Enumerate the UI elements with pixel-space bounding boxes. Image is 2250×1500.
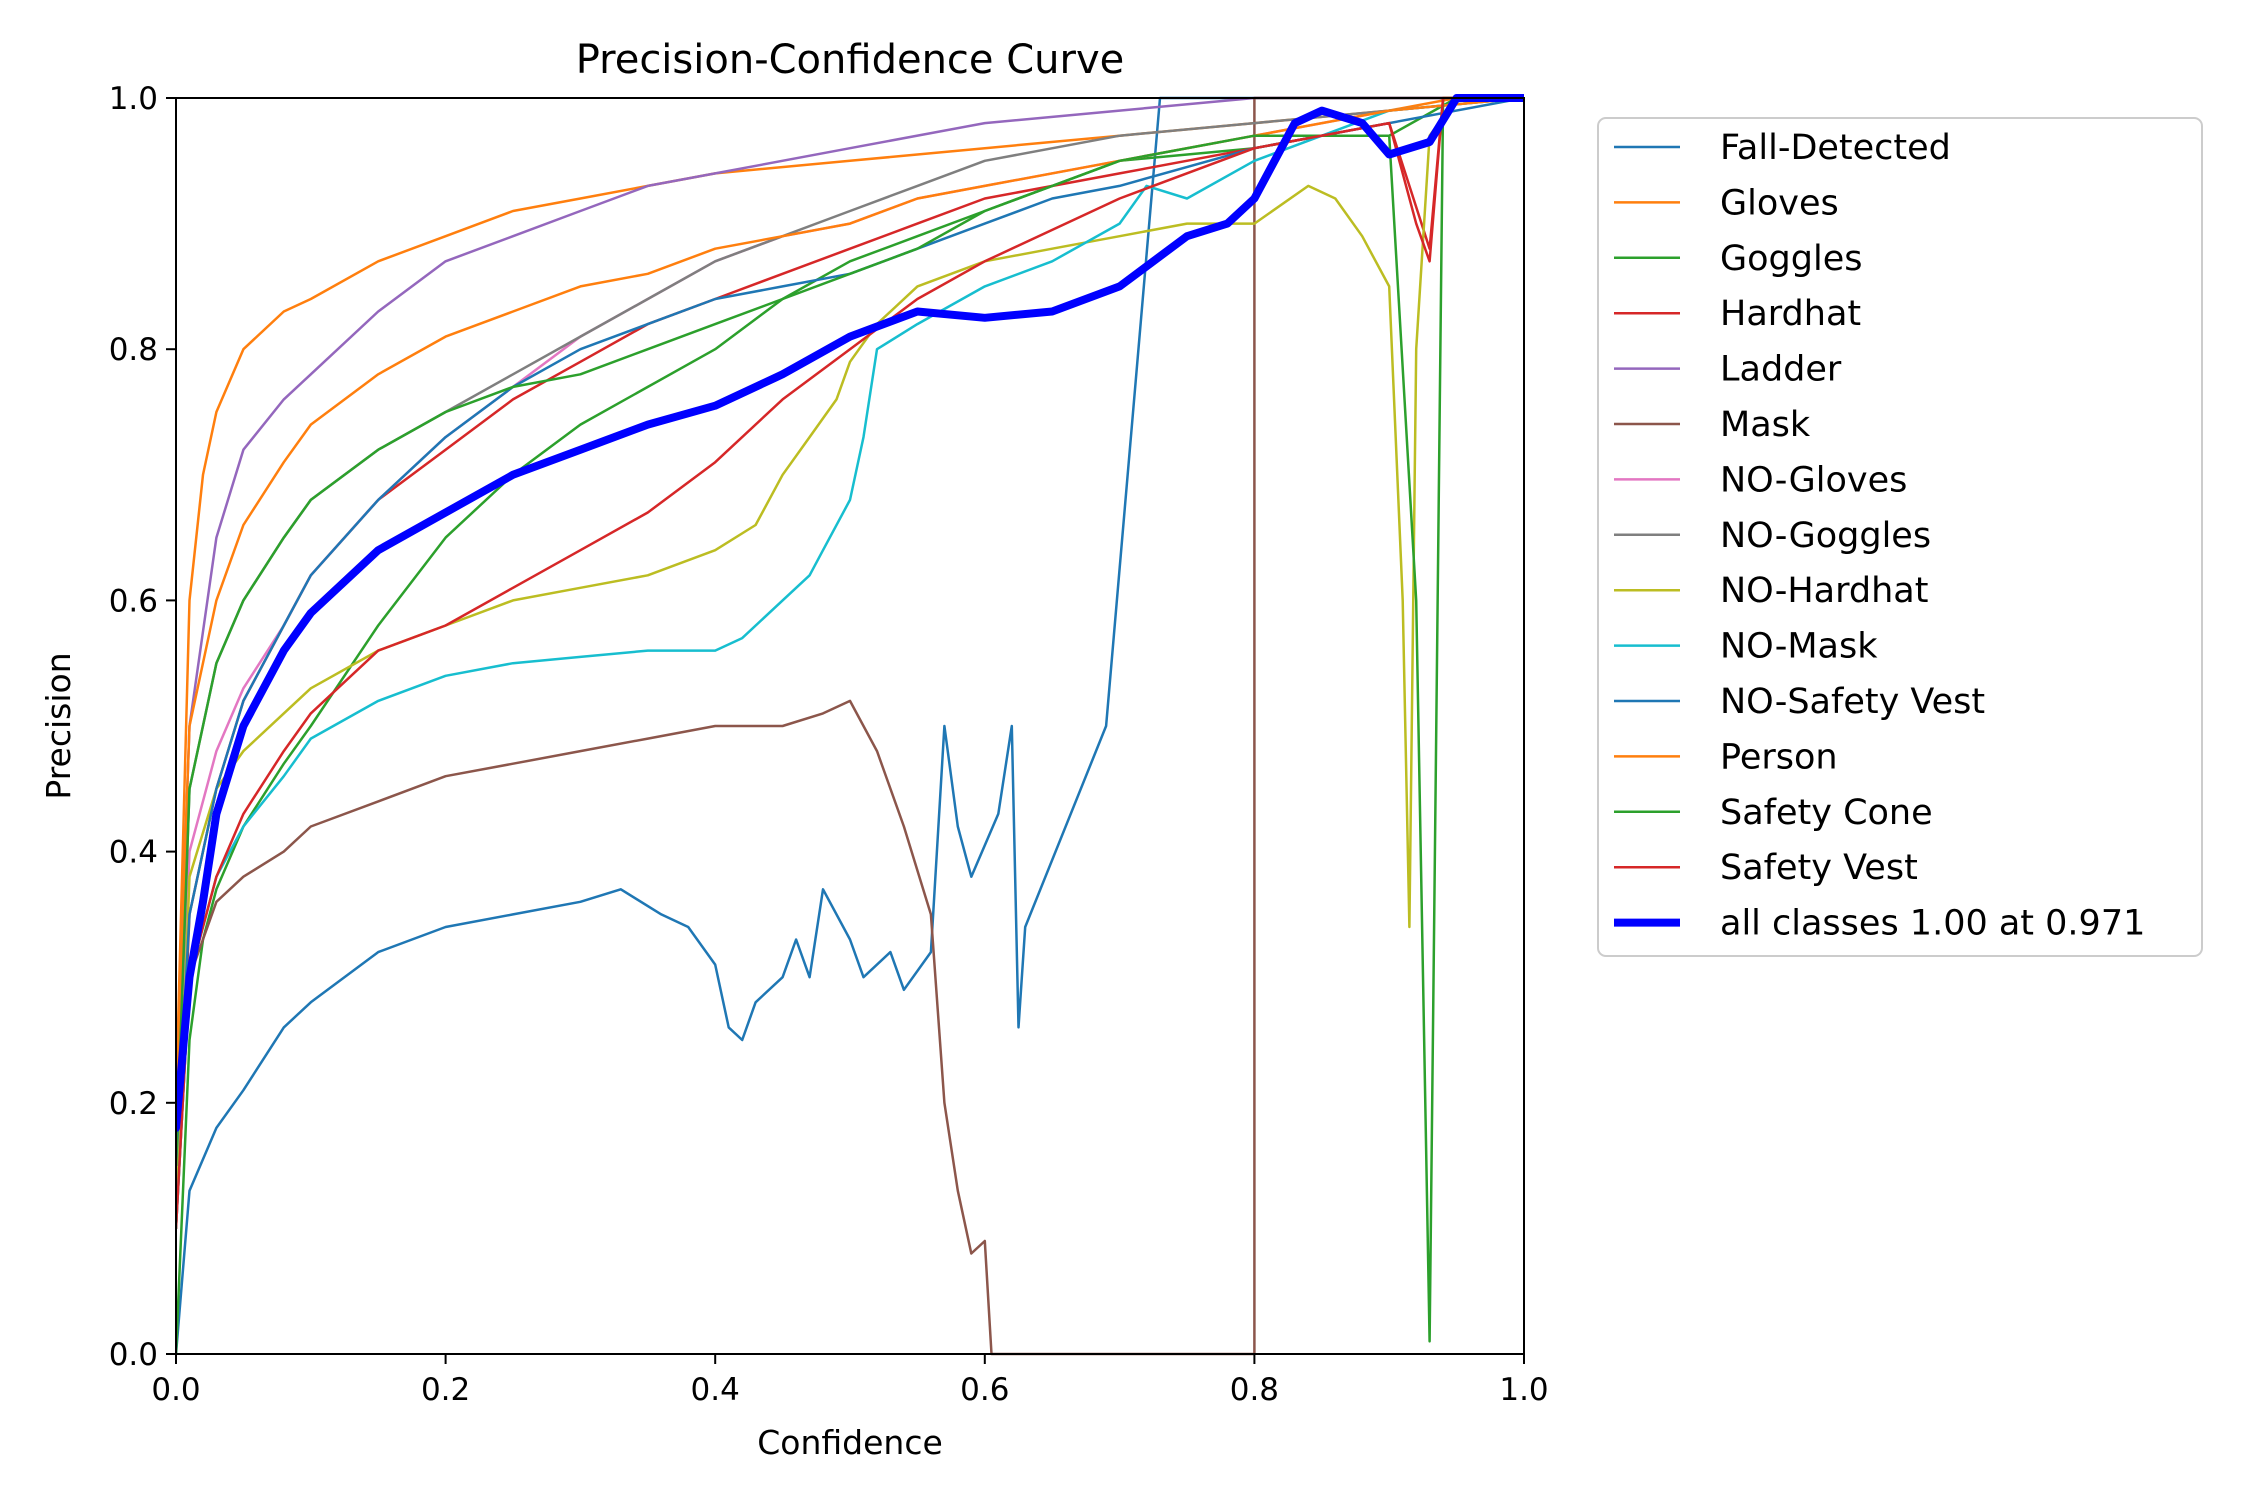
legend-entry-label: NO-Mask [1720,627,1878,667]
y-tick-label: 0.0 [109,1337,158,1373]
legend-entry-label: Ladder [1720,350,1842,390]
x-tick-label: 1.0 [1499,1372,1548,1408]
series-line-mask [176,96,1524,1356]
legend-entry-label: NO-Safety Vest [1720,682,1985,722]
x-tick-label: 0.0 [151,1372,200,1408]
chart-title: Precision-Confidence Curve [576,37,1125,83]
legend-entry-label: Goggles [1720,239,1862,279]
y-tick-label: 0.8 [109,332,158,368]
legend-entry-label: Gloves [1720,183,1839,223]
y-axis-ticks: 0.0 0.2 0.4 0.6 0.8 1.0 [109,81,176,1373]
legend-entry-label: Safety Cone [1720,793,1933,833]
x-axis-ticks: 0.0 0.2 0.4 0.6 0.8 1.0 [151,1354,1549,1408]
series-line-safety-cone [176,96,1524,1343]
legend-entry-label: Safety Vest [1720,848,1918,888]
series-line-ladder [176,96,1524,1105]
plot-frame [175,97,1525,1355]
legend-entry-label: Mask [1720,405,1811,445]
series-line-person [176,96,1524,1105]
legend-frame [1597,117,2203,957]
series-layer [176,94,1524,1356]
x-tick-label: 0.8 [1230,1372,1279,1408]
series-line-no-safety-vest [176,96,1524,1167]
legend-entry-label: Fall-Detected [1720,128,1951,168]
legend-entry-label: Hardhat [1720,294,1861,334]
legend-entry-label: NO-Gloves [1720,460,1907,500]
legend-entry-label: NO-Goggles [1720,516,1931,556]
y-tick-label: 1.0 [109,81,158,117]
y-axis-label: Precision [39,652,78,799]
x-tick-label: 0.6 [960,1372,1009,1408]
series-line-safety-vest [176,96,1524,1230]
y-tick-label: 0.4 [109,835,158,871]
x-tick-label: 0.4 [691,1372,740,1408]
y-tick-label: 0.6 [109,583,158,619]
series-line-no-mask [176,96,1524,1230]
y-tick-label: 0.2 [109,1086,158,1122]
series-line-all-classes-1-00-at-0-971 [176,94,1524,1132]
x-axis-label: Confidence [757,1423,943,1462]
legend-entry-label: NO-Hardhat [1720,571,1928,611]
x-tick-label: 0.2 [421,1372,470,1408]
legend: Fall-Detected Gloves Goggles Hardhat Ladder M… [1597,117,2203,957]
legend-entry-label: Person [1720,737,1838,777]
legend-entry-label: all classes 1.00 at 0.971 [1720,904,2145,944]
series-line-fall-detected [176,96,1524,1356]
series-line-no-hardhat [176,96,1524,1230]
